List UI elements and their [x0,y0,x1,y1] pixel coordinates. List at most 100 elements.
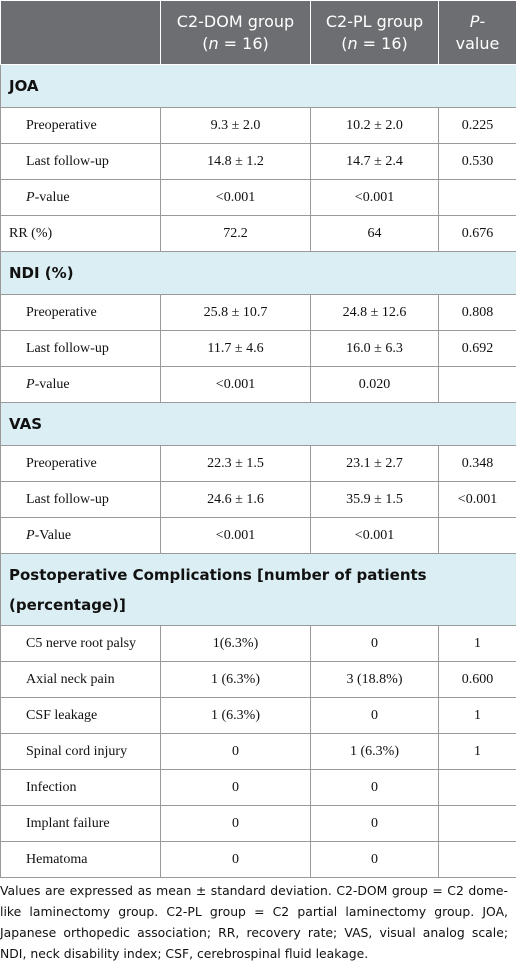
value-cell: 0 [311,842,439,878]
section-row: NDI (%) [1,252,516,295]
empty-cell [439,518,516,554]
value-cell: 64 [311,216,439,252]
row-label: Axial neck pain [1,662,161,698]
value-cell: 0 [161,734,311,770]
section-title: NDI (%) [1,252,516,295]
row-label: Last follow-up [1,482,161,518]
value-cell: 1 [439,626,516,662]
header-line: (n = 16) [311,33,438,55]
row-label: Spinal cord injury [1,734,161,770]
value-cell: 0 [161,842,311,878]
header-line: P- [439,11,516,33]
row-label: Preoperative [1,108,161,144]
value-cell: 0.348 [439,446,516,482]
header-line: value [439,33,516,55]
row-label: P-value [1,367,161,403]
section-title: JOA [1,65,516,108]
header-cell: P-value [439,1,516,65]
value-cell: 35.9 ± 1.5 [311,482,439,518]
section-row: Postoperative Complications [number of p… [1,554,516,626]
value-cell: 14.7 ± 2.4 [311,144,439,180]
row-label: Infection [1,770,161,806]
text-run: value [456,34,500,53]
value-cell: 0 [311,806,439,842]
value-cell: 23.1 ± 2.7 [311,446,439,482]
text-run: C2-DOM group [177,12,294,31]
text-run: P [26,190,35,205]
empty-cell [439,770,516,806]
row-label: Hematoma [1,842,161,878]
value-cell: 0 [311,770,439,806]
row-label: P-Value [1,518,161,554]
value-cell: 0 [311,626,439,662]
empty-cell [439,806,516,842]
value-cell: 1 (6.3%) [161,698,311,734]
empty-cell [439,180,516,216]
row-label: CSF leakage [1,698,161,734]
row-label: Implant failure [1,806,161,842]
header-cell [1,1,161,65]
value-cell: 1 (6.3%) [161,662,311,698]
text-run: P [26,528,35,543]
header-line: (n = 16) [161,33,310,55]
empty-cell [439,367,516,403]
value-cell: <0.001 [439,482,516,518]
section-row: JOA [1,65,516,108]
section-title: VAS [1,403,516,446]
row-label: Last follow-up [1,144,161,180]
value-cell: 0.808 [439,295,516,331]
row-label: RR (%) [1,216,161,252]
value-cell: 1 [439,698,516,734]
value-cell: 0.692 [439,331,516,367]
data-row: P-value<0.001<0.001 [1,180,516,216]
value-cell: 72.2 [161,216,311,252]
value-cell: 24.6 ± 1.6 [161,482,311,518]
text-run: = 16) [358,34,408,53]
empty-cell [439,842,516,878]
header-cell: C2-DOM group (n = 16) [161,1,311,65]
value-cell: 0.020 [311,367,439,403]
value-cell: 1 (6.3%) [311,734,439,770]
value-cell: 25.8 ± 10.7 [161,295,311,331]
row-label: P-value [1,180,161,216]
value-cell: 10.2 ± 2.0 [311,108,439,144]
header-cell: C2-PL group(n = 16) [311,1,439,65]
value-cell: 0 [161,770,311,806]
footnote: Values are expressed as mean ± standard … [0,880,508,964]
text-run: -value [35,190,70,205]
value-cell: 9.3 ± 2.0 [161,108,311,144]
text-run: n [347,34,357,53]
value-cell: 1(6.3%) [161,626,311,662]
row-label: C5 nerve root palsy [1,626,161,662]
value-cell: <0.001 [311,518,439,554]
data-table: C2-DOM group(n = 16)C2-PL group(n = 16)P… [0,0,516,878]
section-title: Postoperative Complications [number of p… [1,554,516,626]
value-cell: 11.7 ± 4.6 [161,331,311,367]
value-cell: <0.001 [161,367,311,403]
value-cell: 22.3 ± 1.5 [161,446,311,482]
text-run: - [479,12,485,31]
value-cell: 0.600 [439,662,516,698]
value-cell: 24.8 ± 12.6 [311,295,439,331]
text-run: n [208,34,218,53]
value-cell: 16.0 ± 6.3 [311,331,439,367]
row-label: Preoperative [1,446,161,482]
value-cell: 14.8 ± 1.2 [161,144,311,180]
value-cell: 0.676 [439,216,516,252]
value-cell: 0 [311,698,439,734]
